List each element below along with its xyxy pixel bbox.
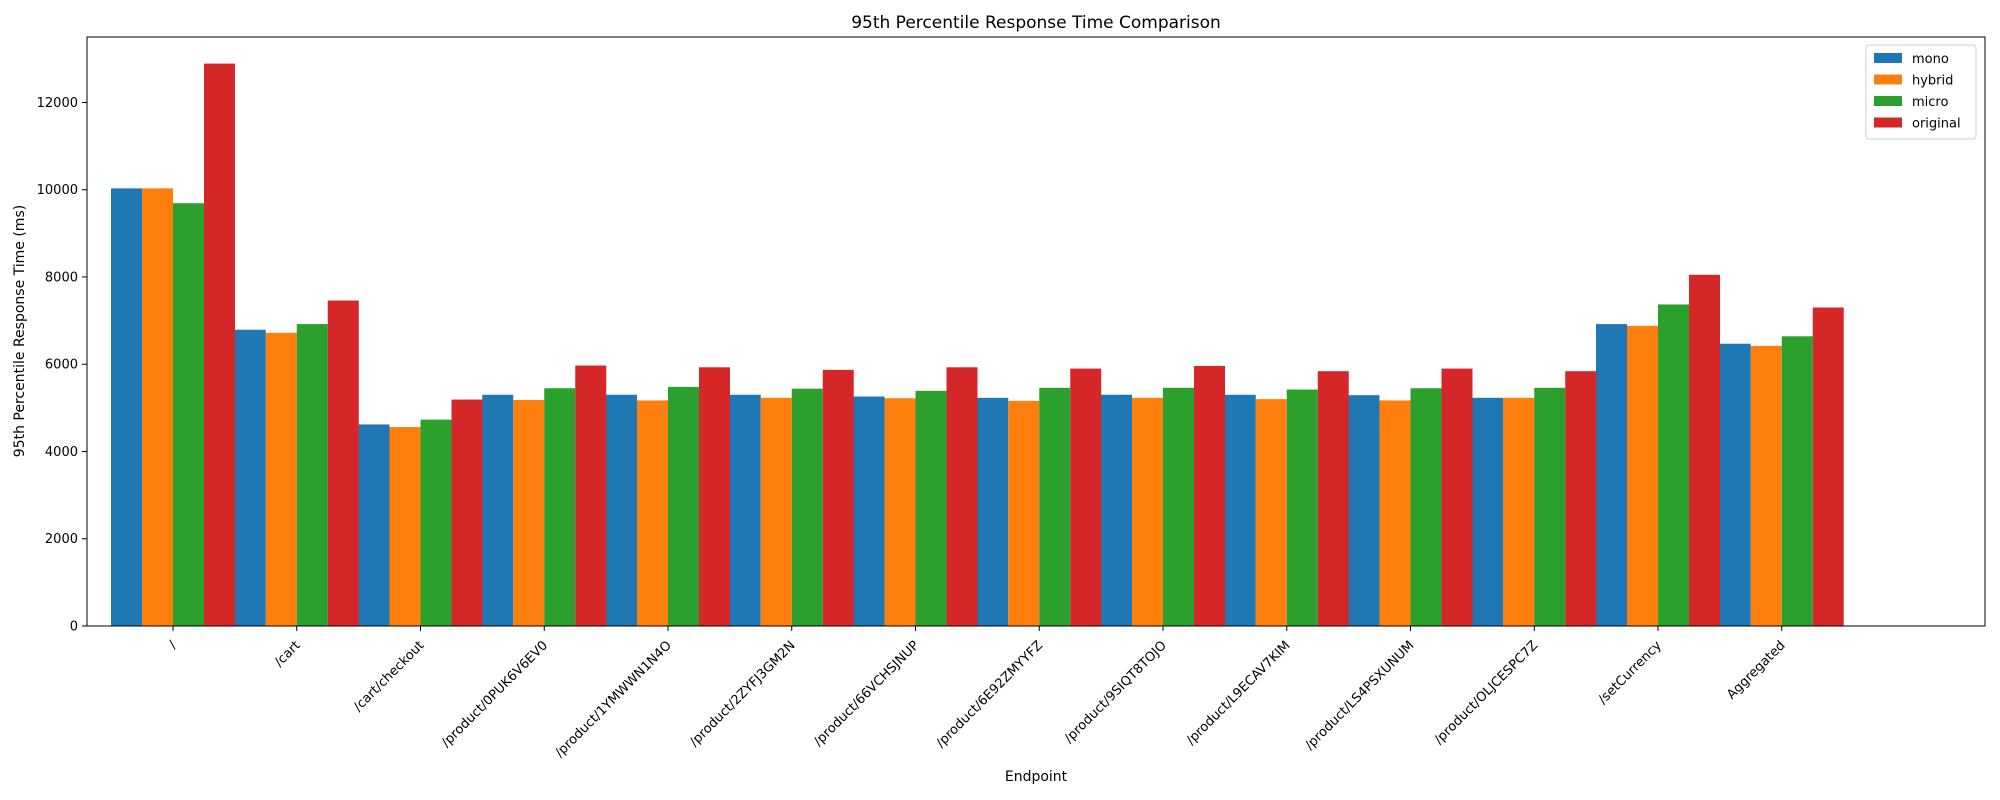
x-tick-label-6: /product/66VCHSJNUP: [811, 638, 922, 749]
bar-mono-5: [729, 394, 761, 626]
bar-mono-7: [977, 397, 1009, 626]
legend-swatch-micro: [1874, 96, 1902, 106]
bar-mono-13: [1719, 343, 1751, 626]
x-axis: //cart/cart/checkout/product/0PUK6V6EV0/…: [166, 626, 1789, 761]
bar-original-7: [1070, 368, 1102, 626]
bar-hybrid-5: [760, 397, 792, 626]
legend-swatch-hybrid: [1874, 74, 1902, 85]
bar-original-0: [204, 63, 235, 627]
x-tick-label-0: /: [166, 638, 180, 652]
bar-micro-3: [544, 388, 576, 626]
chart-title: 95th Percentile Response Time Comparison: [851, 13, 1221, 33]
bar-original-6: [946, 367, 978, 626]
x-tick-label-11: /product/OLJCESPC7Z: [1432, 638, 1541, 747]
y-tick-label-3: 6000: [45, 358, 78, 373]
bar-micro-10: [1410, 388, 1442, 626]
bar-micro-8: [1163, 387, 1194, 626]
x-tick-label-10: /product/LS4PSXUNUM: [1302, 638, 1417, 753]
y-tick-label-1: 2000: [45, 532, 78, 547]
bar-hybrid-0: [142, 188, 173, 626]
y-tick-label-6: 12000: [37, 96, 78, 111]
bar-hybrid-8: [1132, 397, 1163, 626]
bar-micro-9: [1286, 389, 1318, 626]
bar-micro-11: [1534, 387, 1566, 626]
x-tick-label-9: /product/L9ECAV7KIM: [1184, 638, 1294, 748]
bar-original-3: [575, 365, 607, 626]
bar-original-1: [327, 300, 359, 626]
bar-hybrid-12: [1627, 325, 1658, 626]
bar-micro-1: [296, 324, 328, 626]
y-tick-label-2: 4000: [45, 445, 78, 460]
x-tick-label-7: /product/6E92ZMYYFZ: [934, 638, 1047, 751]
y-tick-label-5: 10000: [37, 183, 78, 198]
bar-mono-0: [111, 188, 142, 626]
x-tick-label-1: /cart: [272, 638, 304, 670]
bar-original-9: [1317, 371, 1349, 626]
legend-label-hybrid: hybrid: [1912, 74, 1953, 89]
bar-hybrid-2: [389, 427, 421, 626]
bar-original-8: [1194, 365, 1225, 626]
bars-group: [111, 63, 1844, 627]
x-tick-label-2: /cart/checkout: [351, 638, 428, 715]
bar-hybrid-10: [1379, 400, 1411, 626]
y-axis: 0 2000 4000 6000 8000 10000 12000: [37, 96, 87, 635]
bar-original-13: [1812, 307, 1844, 626]
bar-hybrid-9: [1255, 399, 1287, 626]
bar-hybrid-4: [637, 400, 668, 626]
bar-micro-5: [791, 388, 823, 626]
bar-hybrid-3: [513, 400, 545, 626]
bar-hybrid-6: [884, 398, 916, 626]
bar-original-11: [1565, 371, 1597, 626]
x-tick-label-4: /product/1YMWWN1N4O: [552, 638, 674, 760]
bar-mono-9: [1224, 394, 1256, 626]
legend-swatch-mono: [1874, 53, 1902, 63]
bar-original-2: [451, 399, 483, 626]
bar-mono-10: [1348, 395, 1380, 626]
bar-micro-2: [420, 419, 452, 626]
bar-micro-4: [668, 386, 699, 626]
bar-hybrid-7: [1008, 400, 1040, 626]
bar-micro-13: [1781, 336, 1813, 626]
bar-micro-7: [1039, 387, 1071, 626]
bar-mono-8: [1101, 394, 1132, 626]
bar-original-5: [822, 369, 854, 626]
bar-mono-4: [606, 394, 637, 626]
legend-label-micro: micro: [1912, 95, 1948, 110]
bar-mono-11: [1472, 397, 1504, 626]
bar-mono-12: [1596, 324, 1627, 626]
x-tick-label-12: /setCurrency: [1596, 638, 1665, 707]
bar-original-4: [699, 367, 730, 626]
y-tick-label-0: 0: [70, 620, 78, 635]
x-axis-title: Endpoint: [1005, 769, 1068, 785]
bar-mono-2: [358, 424, 390, 626]
x-tick-label-8: /product/9SIQT8TOJO: [1062, 638, 1170, 746]
bar-micro-12: [1658, 304, 1689, 626]
y-tick-label-4: 8000: [45, 270, 78, 285]
x-tick-label-13: Aggregated: [1724, 638, 1788, 702]
y-axis-title: 95th Percentile Response Time (ms): [12, 205, 28, 457]
legend-label-mono: mono: [1912, 52, 1949, 67]
x-tick-label-3: /product/0PUK6V6EV0: [439, 638, 551, 750]
x-tick-label-5: /product/2ZYFJ3GM2N: [687, 638, 799, 750]
bar-original-10: [1441, 368, 1473, 626]
bar-original-12: [1689, 274, 1720, 626]
bar-mono-6: [853, 396, 885, 626]
bar-mono-1: [234, 329, 266, 626]
legend-box: [1865, 44, 1977, 140]
legend: mono hybrid micro original: [1865, 44, 1977, 140]
bar-micro-0: [173, 203, 204, 627]
plot-frame: [86, 36, 1986, 627]
bar-hybrid-13: [1750, 345, 1782, 626]
bar-mono-3: [482, 394, 514, 626]
bar-hybrid-1: [265, 332, 297, 626]
bar-hybrid-11: [1503, 397, 1535, 626]
bar-micro-6: [915, 390, 947, 626]
legend-swatch-original: [1874, 117, 1902, 128]
legend-label-original: original: [1912, 117, 1961, 132]
